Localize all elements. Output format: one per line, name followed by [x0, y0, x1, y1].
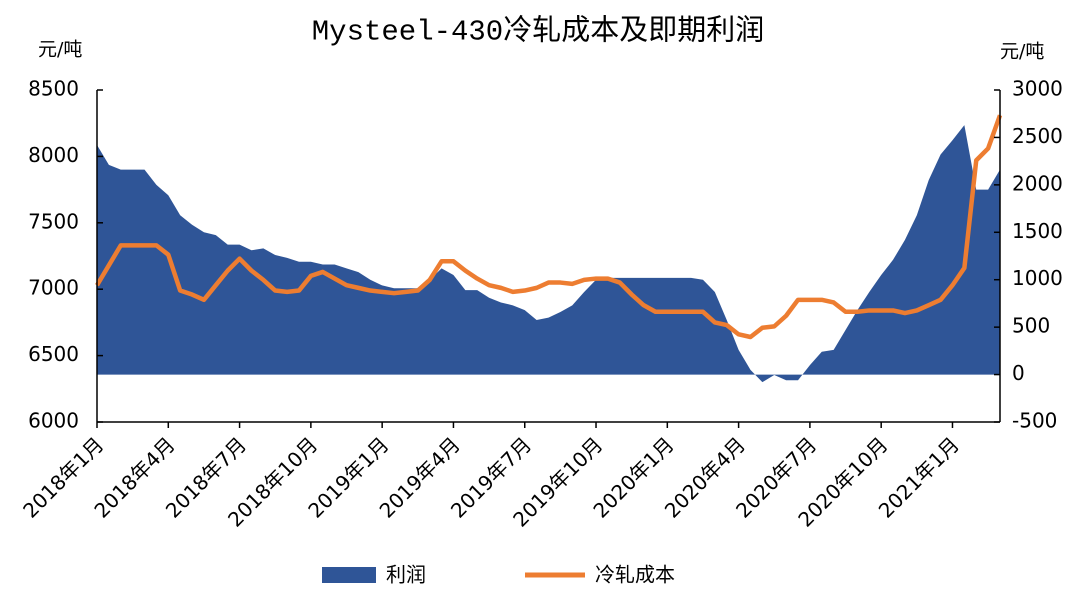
y2-tick-label: -500 [1012, 409, 1057, 433]
y-axis-unit: 元/吨 [38, 39, 82, 61]
y-tick-label: 8500 [28, 77, 79, 101]
y-tick-label: 6000 [28, 409, 79, 433]
y-tick-label: 6500 [28, 342, 79, 366]
y2-tick-label: 1500 [1012, 219, 1063, 243]
cost-line [95, 114, 1003, 340]
y2-axis-unit: 元/吨 [1000, 41, 1044, 63]
legend-label: 冷轧成本 [595, 563, 675, 587]
profit-area [97, 125, 1000, 383]
y2-tick-label: 500 [1012, 314, 1050, 338]
y-tick-label: 8000 [28, 143, 79, 167]
y2-tick-label: 3000 [1012, 77, 1063, 101]
legend-swatch [322, 567, 376, 583]
y2-tick-label: 0 [1012, 361, 1025, 385]
y2-tick-label: 1000 [1012, 266, 1063, 290]
y-tick-label: 7500 [28, 209, 79, 233]
y-tick-label: 7000 [28, 276, 79, 300]
y2-tick-label: 2500 [1012, 124, 1063, 148]
legend-label: 利润 [386, 563, 426, 587]
y2-tick-label: 2000 [1012, 171, 1063, 195]
chart-title: Mysteel-430冷轧成本及即期利润 [312, 14, 764, 49]
